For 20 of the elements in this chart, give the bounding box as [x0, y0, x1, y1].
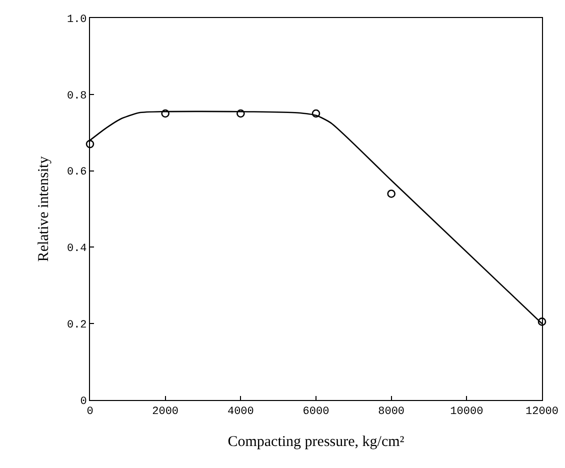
y-tick-label: 0.4: [66, 243, 88, 256]
x-tick-label: 12000: [525, 406, 559, 418]
y-tick-label: 0.8: [66, 90, 87, 102]
point: [236, 109, 245, 118]
point: [86, 140, 94, 148]
x-tick-label: 4000: [227, 406, 254, 418]
point: [161, 109, 170, 118]
y-tick-label: 1.0: [66, 14, 87, 26]
x-tick-label: 2000: [152, 406, 179, 418]
point: [312, 109, 320, 118]
point: [538, 318, 546, 326]
point: [387, 190, 396, 198]
y-tick-label: 0: [80, 396, 87, 408]
x-axis-title: Compacting pressure, kg/cm²: [228, 434, 405, 450]
y-tick-label: 0.2: [66, 319, 87, 332]
y-axis-title: Relative intensity: [36, 156, 52, 262]
x-tick-label: 8000: [378, 406, 405, 418]
x-tick-label: 10000: [450, 406, 484, 418]
x-tick-label: 6000: [302, 406, 330, 418]
y-tick-label: 0.6: [66, 166, 87, 179]
